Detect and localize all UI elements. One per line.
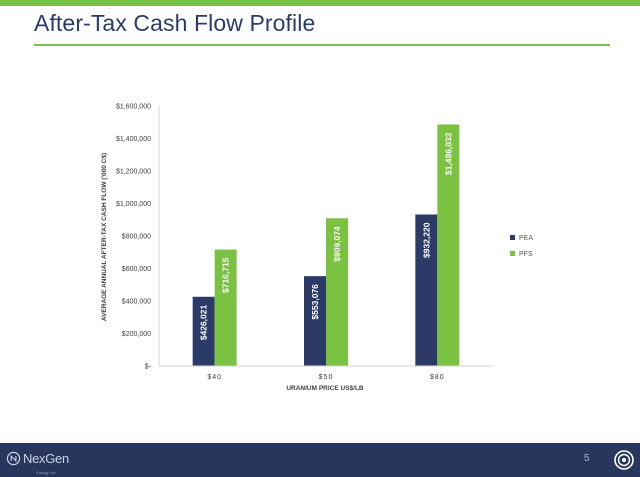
y-axis-labels: $- $200,000 $400,000 $600,000 $800,000 $1,000… — [116, 104, 152, 371]
x-tick-label: $40 — [207, 374, 222, 381]
nexgen-emblem-icon — [614, 450, 634, 470]
x-axis-labels: $40 $50 $80 — [207, 374, 445, 381]
page-number: 5 — [584, 453, 590, 464]
y-tick-label: $1,600,000 — [116, 104, 151, 111]
y-tick-label: $1,200,000 — [116, 169, 151, 176]
top-accent-bar — [0, 0, 640, 6]
slide-title: After-Tax Cash Flow Profile — [34, 10, 316, 36]
y-tick-label: $- — [145, 364, 152, 371]
bar-pea — [192, 296, 215, 366]
y-tick-label: $600,000 — [122, 266, 151, 273]
bar-pea — [415, 214, 438, 366]
bar-value-label: $1,486,033 — [443, 132, 453, 175]
bar-value-label: $553,076 — [310, 284, 320, 320]
y-tick-label: $200,000 — [122, 331, 151, 338]
x-axis-title: URANIUM PRICE US$/LB — [286, 385, 364, 392]
logo-subtext: Energy Ltd. — [36, 470, 57, 475]
bar-value-labels: $426,021 $716,715 $553,076 $909,074 $932,220… — [199, 132, 454, 340]
bar-value-label: $909,074 — [332, 226, 342, 262]
y-tick-label: $1,400,000 — [116, 136, 151, 143]
y-tick-label: $1,000,000 — [116, 201, 151, 208]
bar-value-label: $716,715 — [221, 257, 231, 293]
logo-text: NexGen — [23, 451, 69, 466]
bar-pfs — [214, 249, 237, 366]
legend-swatch-pea — [510, 235, 515, 240]
bar-value-label: $932,220 — [421, 222, 431, 258]
bars-group — [192, 124, 460, 366]
title-underline — [34, 44, 610, 46]
legend-label-pfs: PFS — [519, 251, 533, 258]
y-tick-label: $400,000 — [122, 299, 151, 306]
bar-pfs — [326, 218, 348, 366]
bar-pfs — [437, 124, 460, 366]
x-tick-label: $80 — [430, 374, 445, 381]
legend: PEA PFS — [510, 235, 533, 258]
y-tick-label: $800,000 — [122, 234, 151, 241]
company-logo: NexGen — [6, 451, 69, 466]
legend-swatch-pfs — [510, 251, 515, 256]
y-axis-title: AVERAGE ANNUAL AFTER-TAX CASH FLOW ('000… — [101, 153, 108, 321]
x-tick-label: $50 — [319, 374, 334, 381]
nexgen-logo-icon — [6, 451, 21, 466]
legend-label-pea: PEA — [519, 235, 533, 242]
footer-bar: NexGen Energy Ltd. 5 — [0, 443, 640, 477]
bar-pea — [304, 276, 326, 366]
bar-value-label: $426,021 — [199, 304, 209, 340]
